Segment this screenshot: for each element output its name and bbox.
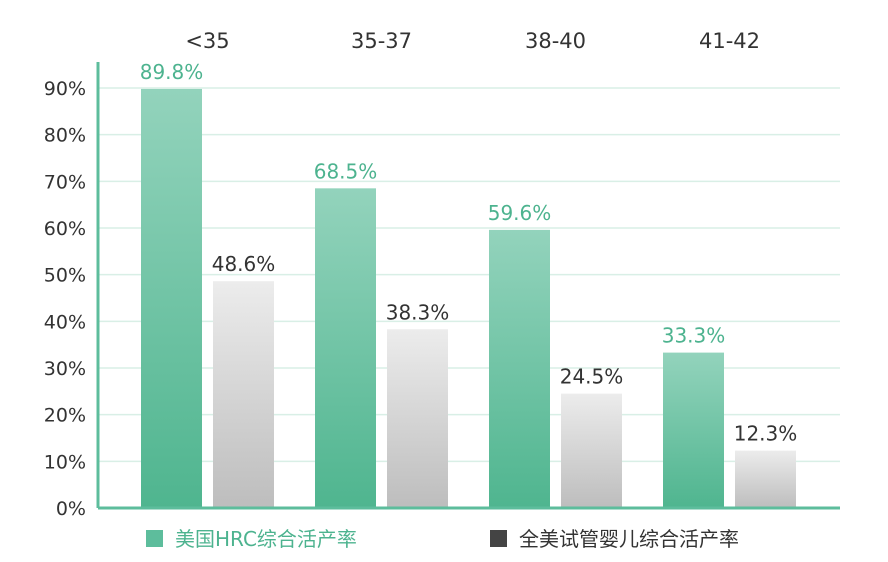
category-label: 41-42 bbox=[699, 29, 760, 53]
y-tick-label: 70% bbox=[44, 171, 86, 193]
gridlines bbox=[98, 87, 840, 463]
bar-us bbox=[561, 393, 622, 508]
y-tick-label: 10% bbox=[44, 451, 86, 473]
legend-label-us: 全美试管婴儿综合活产率 bbox=[519, 527, 739, 551]
legend: 美国HRC综合活产率 全美试管婴儿综合活产率 bbox=[146, 527, 739, 551]
bar-hrc bbox=[141, 88, 202, 508]
value-label: 33.3% bbox=[662, 324, 726, 348]
category-label: 35-37 bbox=[351, 29, 412, 53]
legend-label-hrc: 美国HRC综合活产率 bbox=[175, 527, 357, 551]
value-label: 12.3% bbox=[734, 422, 798, 446]
y-tick-label: 50% bbox=[44, 265, 86, 287]
y-tick-labels: 0% 10% 20% 30% 40% 50% 60% 70% 80% 90% bbox=[44, 78, 86, 520]
category-label: <35 bbox=[185, 29, 229, 53]
bar-us bbox=[387, 329, 448, 508]
legend-swatch-us bbox=[490, 530, 507, 547]
value-label: 68.5% bbox=[314, 159, 378, 183]
y-tick-label: 90% bbox=[44, 78, 86, 100]
value-labels: 89.8% 48.6% 68.5% 38.3% 59.6% 24.5% 33.3% 12.3% bbox=[140, 60, 798, 446]
bar-hrc bbox=[315, 188, 376, 509]
bars bbox=[141, 88, 796, 509]
y-tick-label: 80% bbox=[44, 125, 86, 147]
y-tick-label: 30% bbox=[44, 358, 86, 380]
value-label: 48.6% bbox=[212, 252, 276, 276]
y-tick-label: 20% bbox=[44, 405, 86, 427]
value-label: 24.5% bbox=[560, 365, 624, 389]
bar-hrc bbox=[489, 229, 550, 508]
category-labels: <35 35-37 38-40 41-42 bbox=[185, 29, 760, 53]
bar-hrc bbox=[663, 352, 724, 508]
axes bbox=[96, 62, 840, 510]
value-label: 38.3% bbox=[386, 300, 450, 324]
category-label: 38-40 bbox=[525, 29, 586, 53]
value-label: 89.8% bbox=[140, 60, 204, 84]
y-tick-label: 40% bbox=[44, 311, 86, 333]
legend-swatch-hrc bbox=[146, 530, 163, 547]
y-tick-label: 60% bbox=[44, 218, 86, 240]
bar-us bbox=[735, 450, 796, 508]
y-tick-label: 0% bbox=[56, 498, 86, 520]
value-label: 59.6% bbox=[488, 201, 552, 225]
bar-us bbox=[213, 281, 274, 508]
